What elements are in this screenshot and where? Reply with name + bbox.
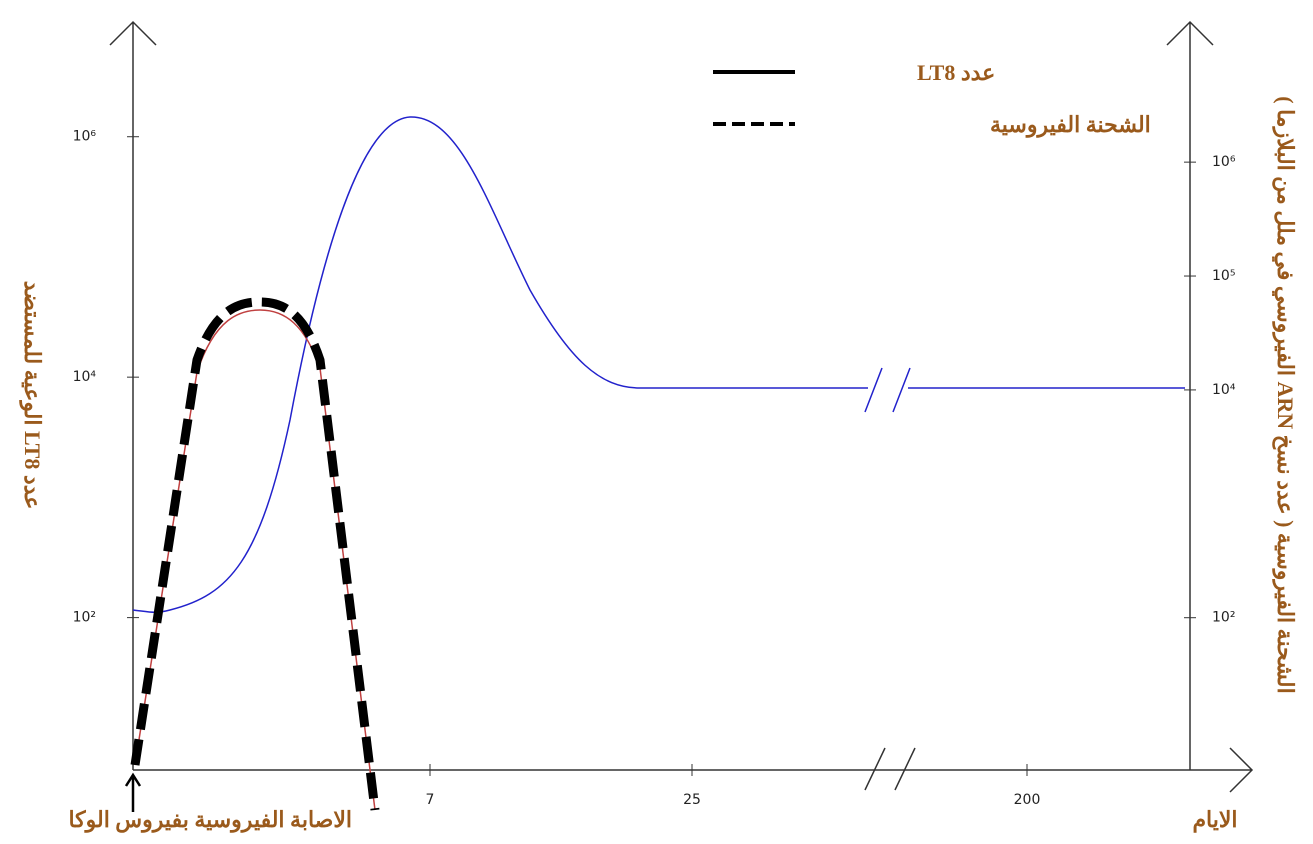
y2-tick-label: 10⁵ <box>1212 268 1235 284</box>
y-tick-label: 10² <box>73 610 96 626</box>
x-axis-label: الايام <box>1192 807 1237 833</box>
x-tick-label: 200 <box>1014 792 1041 808</box>
infection-arrow <box>124 772 142 812</box>
viral-load-curve <box>134 309 376 811</box>
y-tick-label: 10⁴ <box>73 369 97 385</box>
y2-tick-label: 10⁶ <box>1212 154 1236 170</box>
legend-label: عدد LT8 <box>917 60 995 85</box>
left-axis <box>109 20 157 770</box>
legend-label: الشحنة الفيروسية <box>990 112 1151 138</box>
curve-break <box>864 367 911 413</box>
lt8-curve <box>132 116 1185 614</box>
viral-load-dashed <box>130 297 380 811</box>
y2-axis-label: الشحنة الفيروسية ( عدد نسخ ARN الفيروسي … <box>1272 96 1298 693</box>
y-tick-label: 10⁶ <box>73 129 97 145</box>
annotation: الاصابة الفيروسية بفيروس الوكا <box>68 807 352 833</box>
x-tick-label: 7 <box>426 792 435 808</box>
right-axis <box>1166 20 1214 770</box>
y2-tick-label: 10⁴ <box>1212 382 1236 398</box>
x-tick-label: 25 <box>683 792 701 808</box>
y-axis-label: عدد LT8 الوعية للمستضد <box>19 281 45 510</box>
axis-break <box>864 747 916 791</box>
y2-tick-label: 10² <box>1212 610 1235 626</box>
